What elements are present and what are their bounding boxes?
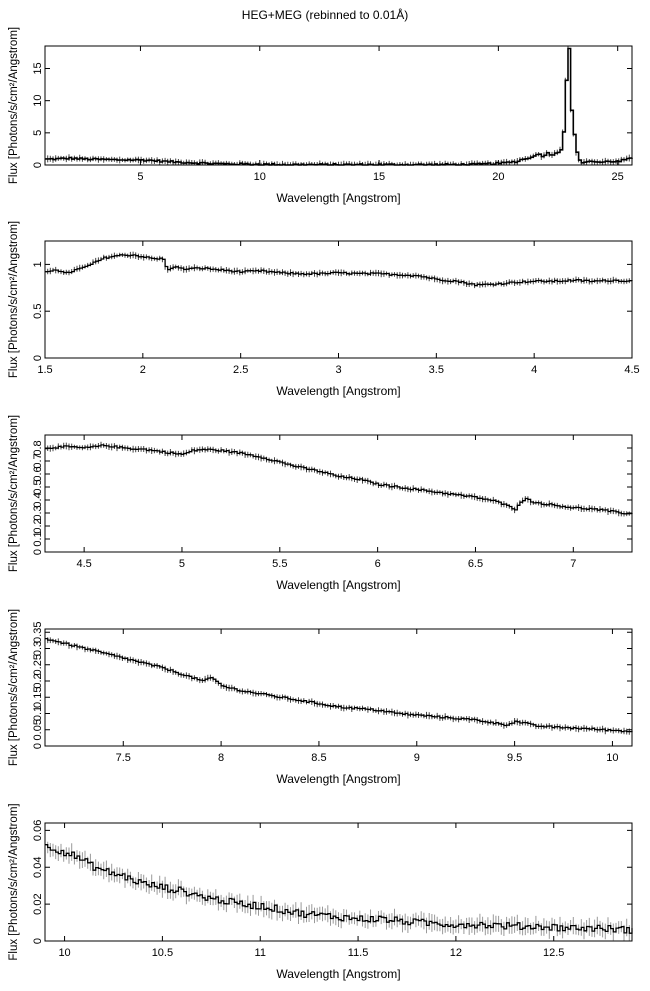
x-axis-label: Wavelength [Angstrom]	[276, 967, 400, 981]
x-tick-label: 10	[58, 947, 70, 959]
y-tick-label: 0	[32, 355, 44, 361]
y-tick-label: 0.25	[32, 654, 44, 675]
y-tick-label: 15	[32, 62, 44, 74]
y-tick-label: 0.02	[32, 893, 44, 914]
x-tick-label: 7	[570, 558, 576, 570]
y-tick-label: 0.35	[32, 622, 44, 643]
y-tick-label: 0.06	[32, 820, 44, 841]
y-tick-label: 0	[32, 549, 44, 555]
x-tick-label: 5	[179, 558, 185, 570]
figure-title: HEG+MEG (rebinned to 0.01Å)	[241, 8, 409, 22]
error-bars-1	[44, 46, 633, 165]
panel-3: 4.5 5 5.5 6 6.5 7 0 0.10.20.30.40.50.60.70.8 Wav…	[8, 415, 633, 592]
y-tick-label: 0.3	[32, 641, 44, 656]
y-tick-label: 0.04	[32, 857, 44, 878]
x-tick-label: 2	[140, 364, 146, 376]
y-tick-label: 0.1	[32, 706, 44, 721]
y-axis-label: Flux [Photons/s/cm²/Angstrom]	[8, 27, 20, 184]
y-tick-label: 0.4	[32, 492, 44, 507]
x-axis-label: Wavelength [Angstrom]	[276, 191, 400, 205]
x-tick-label: 10	[606, 752, 618, 764]
x-tick-label: 8	[218, 752, 224, 764]
series-line-5	[45, 844, 633, 934]
panel-4: 7.5 8 8.5 9 9.5 10 0 0.050.10.150.20.250.30.35 W…	[8, 609, 633, 786]
plot-frame	[44, 240, 633, 359]
y-tick-label: 0.15	[32, 687, 44, 708]
y-axis-label: Flux [Photons/s/cm²/Angstrom]	[8, 609, 20, 766]
series-line-1	[45, 47, 633, 166]
x-tick-label: 9	[414, 752, 420, 764]
x-tick-label: 8.5	[311, 752, 326, 764]
y-tick-label: 0.05	[32, 719, 44, 740]
error-bars-2	[44, 251, 633, 289]
x-axis-label: Wavelength [Angstrom]	[276, 772, 400, 786]
y-tick-label: 0.3	[32, 505, 44, 520]
y-tick-label: 0.2	[32, 518, 44, 533]
x-tick-label: 1.5	[37, 364, 52, 376]
y-tick-label: 1	[32, 261, 44, 267]
x-tick-label: 6.5	[468, 558, 483, 570]
plot-frame	[44, 822, 633, 942]
series-line-2	[45, 254, 633, 287]
x-tick-label: 7.5	[116, 752, 131, 764]
y-tick-label: 0	[32, 162, 44, 168]
x-tick-label: 4.5	[624, 364, 639, 376]
y-tick-label: 10	[32, 95, 44, 107]
y-axis-label: Flux [Photons/s/cm²/Angstrom]	[8, 415, 20, 572]
panel-5: 10 10.5 11 11.5 12 12.5 0 0.02 0.04 0.06 Wavelengt…	[8, 803, 633, 981]
y-tick-label: 0.5	[32, 479, 44, 494]
x-tick-label: 11.5	[348, 947, 369, 959]
x-tick-label: 5.5	[272, 558, 287, 570]
x-tick-label: 2.5	[233, 364, 248, 376]
x-tick-label: 12.5	[543, 947, 564, 959]
y-axis-label: Flux [Photons/s/cm²/Angstrom]	[8, 221, 20, 378]
x-tick-label: 4.5	[76, 558, 91, 570]
x-tick-label: 12	[450, 947, 462, 959]
x-tick-label: 9.5	[507, 752, 522, 764]
x-tick-label: 4	[531, 364, 537, 376]
x-tick-label: 10	[254, 171, 266, 183]
x-axis-label: Wavelength [Angstrom]	[276, 384, 400, 398]
y-tick-label: 0.2	[32, 673, 44, 688]
series-line-4	[45, 637, 633, 733]
x-tick-label: 10.5	[152, 947, 173, 959]
y-tick-label: 0.6	[32, 466, 44, 481]
series-line-3	[45, 444, 633, 515]
y-tick-label: 0.1	[32, 531, 44, 546]
error-bars-5	[44, 837, 633, 941]
x-tick-label: 5	[137, 171, 143, 183]
panel-2: 1.5 2 2.5 3 3.5 4 4.5 0 0.5 1 Wavelength [Angstrom…	[8, 221, 640, 398]
plot-frame	[44, 628, 633, 747]
x-tick-label: 11	[255, 947, 266, 959]
x-axis-label: Wavelength [Angstrom]	[276, 578, 400, 592]
x-tick-label: 25	[612, 171, 624, 183]
y-axis-label: Flux [Photons/s/cm²/Angstrom]	[8, 803, 20, 960]
y-tick-label: 0.7	[32, 453, 44, 468]
plot-frame	[44, 45, 633, 166]
panel-1: 5 10 15 20 25 0 5 10 15 Wavelength [Angstrom] Flux…	[8, 27, 633, 205]
y-tick-label: 5	[32, 130, 44, 136]
plot-frame	[44, 434, 633, 553]
y-tick-label: 0.5	[32, 304, 44, 319]
x-tick-label: 20	[492, 171, 504, 183]
y-tick-label: 0	[32, 743, 44, 749]
x-tick-label: 3.5	[429, 364, 444, 376]
x-tick-label: 3	[335, 364, 341, 376]
y-tick-label: 0	[32, 938, 44, 944]
error-bars-4	[44, 636, 633, 735]
y-tick-label: 0.8	[32, 440, 44, 455]
x-tick-label: 15	[373, 171, 385, 183]
x-tick-label: 6	[375, 558, 381, 570]
